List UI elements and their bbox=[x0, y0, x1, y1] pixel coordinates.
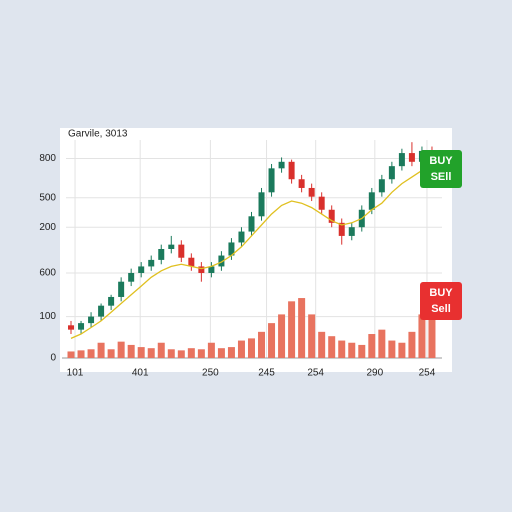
volume-bar bbox=[298, 298, 306, 358]
volume-bar bbox=[187, 348, 195, 358]
volume-bar bbox=[418, 314, 426, 358]
y-tick-label: 600 bbox=[39, 268, 56, 279]
volume-bar bbox=[177, 350, 185, 358]
volume-bar bbox=[217, 348, 225, 358]
y-tick-label: 100 bbox=[39, 311, 56, 322]
y-tick-label: 0 bbox=[50, 353, 56, 364]
volume-bar bbox=[137, 347, 145, 358]
candle-body bbox=[378, 179, 385, 193]
volume-bar bbox=[258, 331, 266, 358]
y-tick-label: 800 bbox=[39, 153, 56, 164]
candle-body bbox=[348, 227, 355, 236]
volume-bar bbox=[398, 342, 406, 358]
x-tick-label: 401 bbox=[132, 368, 149, 379]
x-tick-label: 254 bbox=[307, 368, 324, 379]
candle-body bbox=[338, 222, 345, 236]
volume-bar bbox=[338, 340, 346, 358]
volume-bar bbox=[227, 347, 235, 358]
volume-bar bbox=[87, 349, 95, 358]
candle-body bbox=[288, 161, 295, 180]
candle-body bbox=[238, 231, 245, 243]
volume-bar bbox=[358, 344, 366, 358]
candle-body bbox=[98, 305, 105, 317]
y-tick-label: 200 bbox=[39, 222, 56, 233]
candle-body bbox=[88, 316, 95, 324]
volume-bar bbox=[147, 348, 155, 358]
volume-bar bbox=[308, 314, 316, 358]
volume-bar bbox=[107, 349, 115, 358]
candle-body bbox=[248, 216, 255, 232]
volume-bar bbox=[167, 349, 175, 358]
button-label[interactable]: BUY bbox=[429, 287, 453, 299]
volume-bar bbox=[247, 338, 255, 358]
candle-body bbox=[158, 249, 165, 260]
x-tick-label: 250 bbox=[202, 368, 219, 379]
candle-body bbox=[308, 187, 315, 197]
candle-body bbox=[208, 266, 215, 273]
candle-body bbox=[408, 153, 415, 162]
candle-body bbox=[328, 209, 335, 223]
volume-bar bbox=[378, 329, 386, 358]
button-label[interactable]: SEll bbox=[431, 171, 452, 183]
chart-panel bbox=[60, 128, 452, 372]
candle-body bbox=[368, 192, 375, 210]
button-bg[interactable] bbox=[420, 150, 462, 188]
trade-button[interactable]: BUY SEll bbox=[420, 150, 462, 188]
button-bg[interactable] bbox=[420, 282, 462, 320]
candle-body bbox=[198, 266, 205, 273]
volume-bar bbox=[97, 342, 105, 358]
candle-body bbox=[258, 192, 265, 217]
x-tick-label: 245 bbox=[258, 368, 275, 379]
volume-bar bbox=[388, 340, 396, 358]
candle-body bbox=[398, 153, 405, 167]
x-tick-label: 101 bbox=[67, 368, 84, 379]
candle-body bbox=[218, 255, 225, 267]
volume-bar bbox=[207, 342, 215, 358]
candle-body bbox=[278, 161, 285, 169]
candle-body bbox=[388, 166, 395, 180]
volume-bar bbox=[127, 344, 135, 358]
volume-bar bbox=[278, 314, 286, 358]
volume-bar bbox=[157, 342, 165, 358]
volume-bar bbox=[197, 349, 205, 358]
candle-body bbox=[228, 242, 235, 256]
candle-body bbox=[108, 296, 115, 306]
candle-body bbox=[128, 272, 135, 282]
candle-body bbox=[268, 168, 275, 193]
volume-bar bbox=[368, 334, 376, 358]
candle-body bbox=[178, 244, 185, 258]
button-label[interactable]: BUY bbox=[429, 155, 453, 167]
volume-bar bbox=[328, 336, 336, 358]
candle-body bbox=[68, 325, 75, 330]
volume-bar bbox=[408, 331, 416, 358]
moving-average-line bbox=[70, 165, 433, 339]
volume-bar bbox=[117, 341, 125, 358]
button-label[interactable]: Sell bbox=[431, 303, 451, 315]
candle-body bbox=[78, 323, 85, 330]
x-tick-label: 290 bbox=[366, 368, 383, 379]
volume-bar bbox=[288, 301, 296, 358]
volume-bar bbox=[67, 351, 75, 358]
volume-bar bbox=[237, 340, 245, 358]
trade-button[interactable]: BUY Sell bbox=[420, 282, 462, 320]
volume-bar bbox=[318, 331, 326, 358]
candle-body bbox=[318, 196, 325, 210]
volume-bar bbox=[428, 296, 436, 358]
candle-body bbox=[298, 179, 305, 188]
candle-body bbox=[188, 257, 195, 267]
candle-body bbox=[138, 266, 145, 273]
x-tick-label: 254 bbox=[419, 368, 436, 379]
volume-bar bbox=[77, 350, 85, 358]
candle-body bbox=[168, 244, 175, 249]
y-tick-label: 500 bbox=[39, 192, 56, 203]
volume-bar bbox=[268, 323, 276, 358]
candle-body bbox=[118, 281, 125, 297]
candle-body bbox=[148, 259, 155, 267]
chart-title: Garvile, 3013 bbox=[68, 129, 128, 140]
volume-bar bbox=[348, 342, 356, 358]
